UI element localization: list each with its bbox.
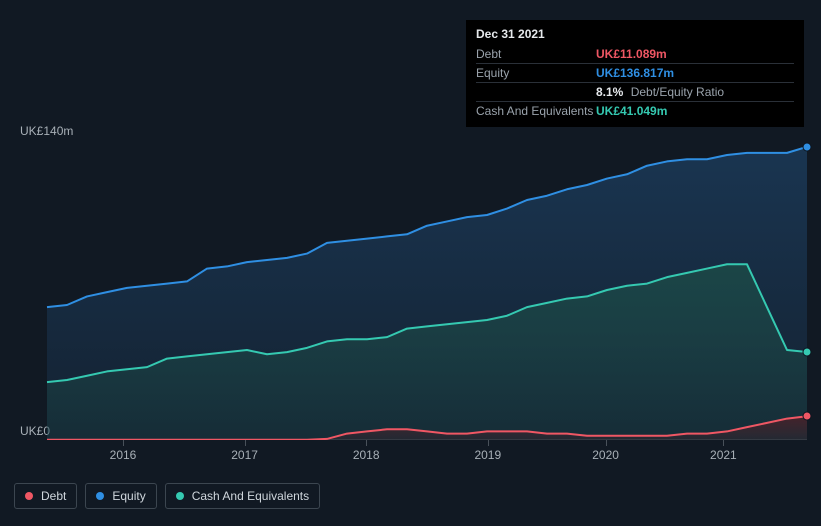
tooltip-row-label <box>476 83 596 102</box>
legend-dot-icon <box>96 492 104 500</box>
chart-tooltip: Dec 31 2021 DebtUK£11.089mEquityUK£136.8… <box>466 20 804 127</box>
x-axis-tick: 2016 <box>110 448 137 462</box>
legend-label: Equity <box>112 489 145 503</box>
legend-dot-icon <box>25 492 33 500</box>
tooltip-table: DebtUK£11.089mEquityUK£136.817m8.1% Debt… <box>476 45 794 120</box>
financials-panel: { "tooltip": { "date": "Dec 31 2021", "r… <box>0 0 821 526</box>
tooltip-row-value: UK£11.089m <box>596 45 794 64</box>
area-chart-svg <box>14 140 807 440</box>
legend-item[interactable]: Equity <box>85 483 156 509</box>
series-end-marker <box>803 348 812 357</box>
legend-label: Cash And Equivalents <box>192 489 309 503</box>
legend-item[interactable]: Debt <box>14 483 77 509</box>
x-axis-tick: 2017 <box>231 448 258 462</box>
x-axis: 2016 2017 2018 2019 2020 2021 <box>14 448 807 466</box>
legend-dot-icon <box>176 492 184 500</box>
x-axis-tick: 2018 <box>353 448 380 462</box>
series-end-marker <box>803 142 812 151</box>
chart-area[interactable] <box>14 140 807 440</box>
tooltip-row-label: Cash And Equivalents <box>476 102 596 121</box>
tooltip-row-value: 8.1% Debt/Equity Ratio <box>596 83 794 102</box>
tooltip-row-value: UK£41.049m <box>596 102 794 121</box>
x-axis-tick: 2021 <box>710 448 737 462</box>
series-end-marker <box>803 412 812 421</box>
tooltip-row-label: Equity <box>476 64 596 83</box>
tooltip-date: Dec 31 2021 <box>476 27 794 41</box>
legend-label: Debt <box>41 489 66 503</box>
x-axis-tick: 2019 <box>474 448 501 462</box>
x-axis-tick: 2020 <box>592 448 619 462</box>
chart-legend: Debt Equity Cash And Equivalents <box>14 483 320 509</box>
legend-item[interactable]: Cash And Equivalents <box>165 483 320 509</box>
tooltip-row-label: Debt <box>476 45 596 64</box>
y-axis-top-label: UK£140m <box>20 124 73 138</box>
tooltip-row-value: UK£136.817m <box>596 64 794 83</box>
